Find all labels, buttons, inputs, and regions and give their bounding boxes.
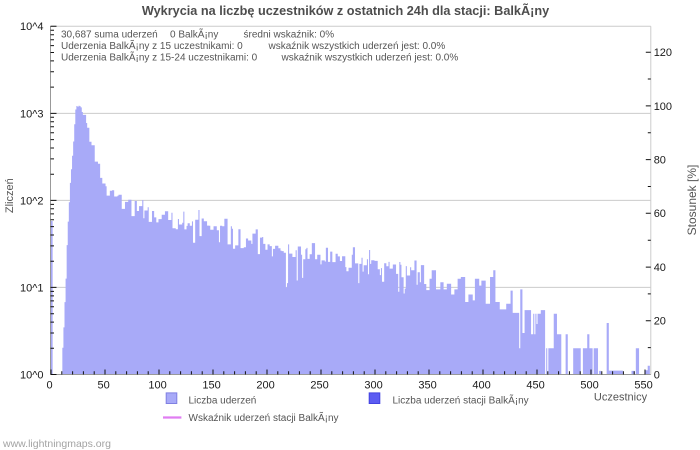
svg-text:30,687 suma uderzeń: 30,687 suma uderzeń bbox=[61, 29, 158, 40]
svg-text:Liczba uderzeń stacji BalkÃ¡ny: Liczba uderzeń stacji BalkÃ¡ny bbox=[393, 393, 529, 406]
svg-text:Zliczeń: Zliczeń bbox=[4, 178, 16, 213]
svg-text:Uderzenia BalkÃ¡ny z 15-24 ucz: Uderzenia BalkÃ¡ny z 15-24 uczestnikami:… bbox=[61, 50, 258, 63]
svg-text:Wskaźnik uderzeń stacji BalkÃ¡: Wskaźnik uderzeń stacji BalkÃ¡ny bbox=[189, 411, 339, 424]
svg-text:350: 350 bbox=[418, 380, 436, 392]
svg-text:250: 250 bbox=[310, 380, 328, 392]
svg-text:40: 40 bbox=[654, 262, 666, 274]
svg-text:Uderzenia BalkÃ¡ny z 15 uczest: Uderzenia BalkÃ¡ny z 15 uczestnikami: 0 bbox=[61, 39, 243, 52]
svg-text:550: 550 bbox=[634, 380, 652, 392]
svg-text:60: 60 bbox=[654, 208, 666, 220]
svg-text:wskaźnik wszystkich uderzeń je: wskaźnik wszystkich uderzeń jest: 0.0% bbox=[281, 52, 459, 63]
svg-text:10^1: 10^1 bbox=[20, 282, 44, 294]
svg-text:400: 400 bbox=[472, 380, 490, 392]
svg-text:0: 0 bbox=[47, 380, 53, 392]
svg-text:10^3: 10^3 bbox=[20, 108, 44, 120]
svg-text:10^2: 10^2 bbox=[20, 195, 44, 207]
svg-text:Uczestnicy: Uczestnicy bbox=[594, 391, 648, 403]
svg-text:średni wskaźnik: 0%: średni wskaźnik: 0% bbox=[244, 29, 335, 40]
svg-text:120: 120 bbox=[654, 47, 672, 59]
svg-text:Stosunek [%]: Stosunek [%] bbox=[685, 165, 699, 236]
svg-text:www.lightningmaps.org: www.lightningmaps.org bbox=[2, 438, 111, 450]
svg-text:100: 100 bbox=[654, 101, 672, 113]
svg-text:Liczba uderzeń: Liczba uderzeń bbox=[189, 395, 257, 406]
svg-text:20: 20 bbox=[654, 316, 666, 328]
svg-text:100: 100 bbox=[148, 380, 166, 392]
svg-text:150: 150 bbox=[202, 380, 220, 392]
svg-text:80: 80 bbox=[654, 155, 666, 167]
svg-text:10^4: 10^4 bbox=[20, 21, 44, 33]
svg-text:0: 0 bbox=[654, 369, 660, 381]
svg-text:0 BalkÃ¡ny: 0 BalkÃ¡ny bbox=[170, 27, 218, 40]
svg-text:Wykrycia na liczbę uczestników: Wykrycia na liczbę uczestników z ostatni… bbox=[142, 3, 549, 18]
svg-text:450: 450 bbox=[526, 380, 544, 392]
svg-text:wskaźnik wszystkich uderzeń je: wskaźnik wszystkich uderzeń jest: 0.0% bbox=[268, 41, 446, 52]
svg-text:50: 50 bbox=[97, 380, 109, 392]
svg-text:300: 300 bbox=[364, 380, 382, 392]
svg-text:10^0: 10^0 bbox=[20, 369, 44, 381]
svg-text:200: 200 bbox=[256, 380, 274, 392]
svg-text:500: 500 bbox=[580, 380, 598, 392]
